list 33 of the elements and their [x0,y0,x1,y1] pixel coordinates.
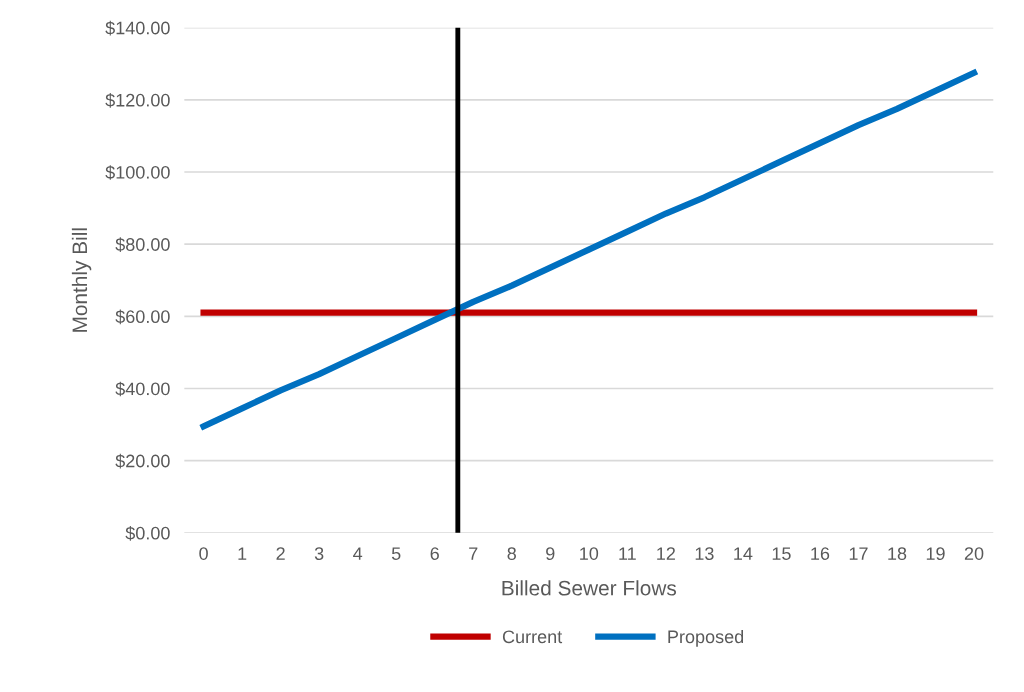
x-tick-label: 12 [657,547,675,560]
x-tick-label: 3 [314,547,324,560]
x-tick-label: 8 [507,547,516,560]
x-tick-label: 0 [199,547,208,560]
legend-label: Proposed [668,629,744,647]
x-tick-label: 17 [849,547,868,560]
y-tick-label: $80.00 [115,237,170,252]
y-tick-label: $0.00 [125,526,170,541]
y-axis-title: Monthly Bill [71,228,92,332]
x-tick-label: 10 [580,547,599,560]
x-tick-label: 14 [734,547,753,560]
y-tick-label: $40.00 [115,381,170,397]
x-tick-label: 6 [430,547,439,560]
y-tick-label: $120.00 [105,93,170,108]
x-tick-label: 9 [546,547,555,560]
x-tick-label: 7 [469,547,478,560]
y-tick-label: $60.00 [115,309,170,325]
x-tick-label: 5 [391,547,401,560]
legend-label: Current [502,630,563,644]
y-tick-label: $20.00 [115,453,170,469]
x-tick-label: 4 [353,547,363,560]
x-tick-label: 18 [888,547,907,560]
x-tick-label: 1 [238,547,247,560]
x-tick-label: 11 [619,547,636,560]
y-tick-label: $140.00 [105,20,170,36]
x-axis-title: Billed Sewer Flows [502,580,677,596]
y-tick-label: $100.00 [105,165,170,180]
x-tick-label: 13 [695,547,714,560]
x-tick-label: 15 [772,547,791,560]
x-tick-label: 2 [276,547,285,560]
x-tick-label: 16 [811,547,830,560]
x-tick-label: 20 [964,547,984,560]
x-tick-label: 19 [926,547,945,560]
